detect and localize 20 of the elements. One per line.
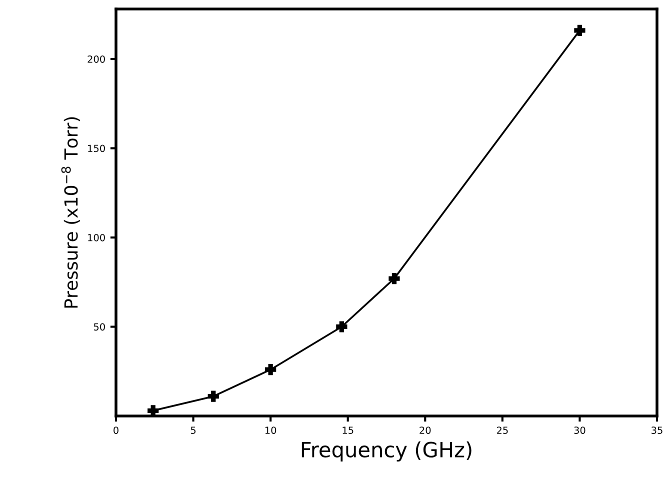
x-tick-label: 20: [420, 426, 431, 434]
point: [388, 272, 400, 284]
point: [574, 24, 586, 36]
y-tick-label: 200: [88, 55, 105, 63]
y-axis-title: Pressure (x10$^{−8}$ Torr): [61, 117, 80, 308]
x-tick-label: 30: [574, 426, 586, 434]
point: [336, 321, 348, 332]
x-tick-label: 25: [496, 426, 508, 434]
x-tick-label: 15: [342, 426, 354, 434]
x-tick-label: 5: [190, 426, 196, 434]
point: [265, 364, 276, 376]
y-tick-label: 150: [88, 144, 105, 152]
x-tick-label: 35: [652, 426, 662, 434]
point: [148, 405, 159, 416]
x-axis-title: Frequency (GHz): [302, 441, 472, 462]
x-tick-label: 0: [114, 426, 118, 434]
y-tick-label: 100: [88, 234, 105, 242]
x-tick-label: 10: [265, 426, 276, 434]
point: [208, 390, 219, 402]
y-tick-label: 50: [94, 323, 105, 331]
